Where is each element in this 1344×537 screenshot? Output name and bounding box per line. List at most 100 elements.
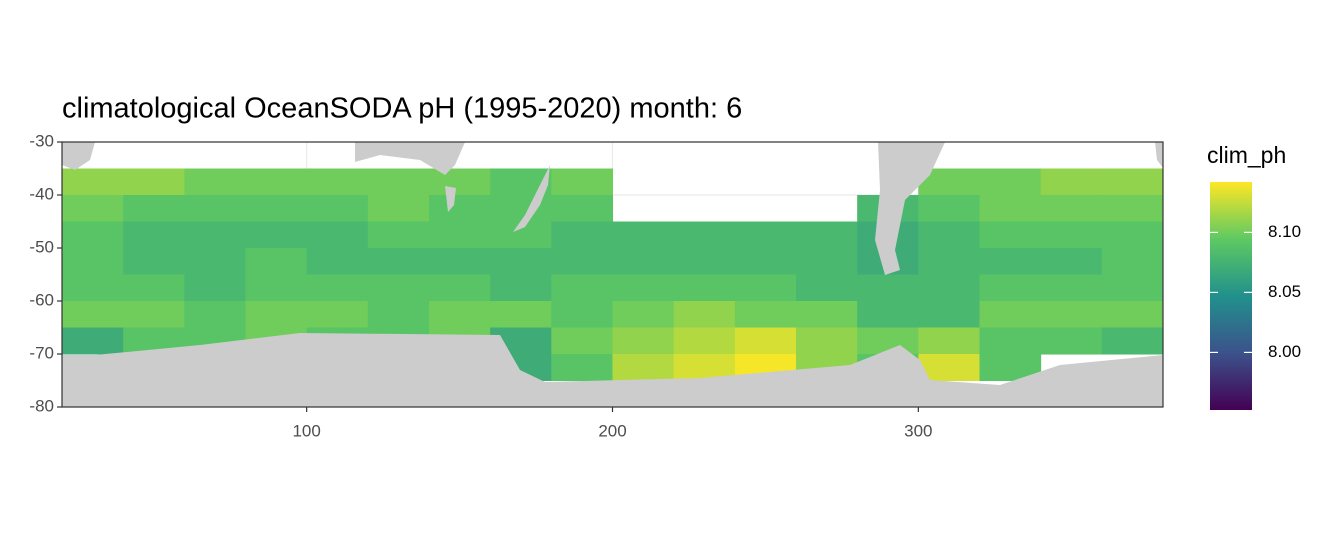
cell	[734, 221, 797, 249]
cell	[1101, 195, 1163, 222]
cell	[245, 168, 308, 196]
cell	[796, 248, 858, 275]
cell	[734, 248, 797, 275]
antarctica	[62, 333, 1163, 407]
x-tick-label: 200	[598, 421, 626, 440]
cell	[1101, 248, 1163, 275]
cell	[184, 301, 246, 328]
y-tick-label: -70	[29, 343, 54, 362]
legend-label: 8.10	[1268, 222, 1301, 241]
legend-label: 8.05	[1268, 282, 1301, 301]
cell	[1040, 327, 1103, 355]
cell	[612, 221, 675, 249]
cell	[367, 274, 430, 302]
cell	[62, 274, 124, 302]
cell	[979, 248, 1042, 275]
axes: 100 200 300 -30 -40 -50 -60 -70 -80	[29, 131, 932, 440]
cell	[1040, 274, 1103, 302]
cell	[245, 301, 308, 328]
cell	[490, 301, 552, 328]
new-zealand	[513, 165, 550, 232]
cell	[979, 301, 1042, 328]
cell	[673, 301, 736, 328]
cell	[245, 195, 308, 222]
cell	[245, 248, 308, 275]
cell	[62, 248, 124, 275]
cell	[1101, 327, 1163, 355]
cell	[796, 221, 858, 249]
cell	[306, 168, 369, 196]
cell	[184, 274, 246, 302]
australia	[355, 142, 465, 175]
cell	[367, 301, 430, 328]
cell	[62, 301, 124, 328]
cell	[918, 327, 980, 355]
cell	[123, 168, 185, 196]
y-tick-label: -30	[29, 131, 54, 150]
cell	[551, 327, 613, 355]
cell	[490, 274, 552, 302]
cell	[123, 274, 185, 302]
cell	[62, 221, 124, 249]
cell	[367, 195, 430, 222]
cell	[62, 327, 124, 355]
cell	[979, 195, 1042, 222]
cell	[673, 327, 736, 355]
cell	[1101, 221, 1163, 249]
cell	[673, 274, 736, 302]
cell	[734, 327, 797, 355]
cell	[429, 168, 491, 196]
cell	[551, 221, 613, 249]
cell	[918, 248, 980, 275]
cell	[1040, 195, 1103, 222]
legend-title: clim_ph	[1207, 142, 1286, 168]
cell	[551, 274, 613, 302]
legend-label: 8.00	[1268, 342, 1301, 361]
legend: 8.00 8.05 8.10	[1210, 222, 1301, 361]
cell	[857, 301, 919, 328]
y-tick-label: -50	[29, 237, 54, 256]
cell	[429, 195, 491, 222]
cell	[551, 354, 613, 381]
chart-title: climatological OceanSODA pH (1995-2020) …	[62, 93, 742, 125]
cell	[1040, 248, 1103, 275]
y-tick-label: -40	[29, 184, 54, 203]
cell	[367, 248, 430, 275]
cell	[612, 354, 675, 381]
cell	[918, 274, 980, 302]
cell	[429, 274, 491, 302]
cell	[918, 354, 980, 381]
cell	[184, 195, 246, 222]
raster	[62, 168, 1163, 381]
cell	[1101, 168, 1163, 196]
cell	[367, 221, 430, 249]
cell	[612, 248, 675, 275]
y-tick-label: -60	[29, 290, 54, 309]
cell	[1040, 168, 1103, 196]
y-tick-label: -80	[29, 396, 54, 415]
cell	[979, 221, 1042, 249]
cell	[918, 221, 980, 249]
cell	[1101, 274, 1163, 302]
cell	[796, 274, 858, 302]
cell	[490, 248, 552, 275]
cell	[918, 195, 980, 222]
cell	[1040, 301, 1103, 328]
cell	[184, 168, 246, 196]
x-tick-label: 100	[292, 421, 320, 440]
cell	[123, 248, 185, 275]
cell	[979, 274, 1042, 302]
tasmania	[445, 186, 456, 212]
cell	[123, 221, 185, 249]
cell	[1040, 221, 1103, 249]
cell	[551, 195, 613, 222]
cell	[62, 195, 124, 222]
cell	[796, 301, 858, 328]
cell	[429, 221, 491, 249]
land	[62, 142, 1163, 407]
cell	[367, 168, 430, 196]
cell	[612, 327, 675, 355]
cell	[673, 221, 736, 249]
cell	[857, 274, 919, 302]
cell	[918, 301, 980, 328]
